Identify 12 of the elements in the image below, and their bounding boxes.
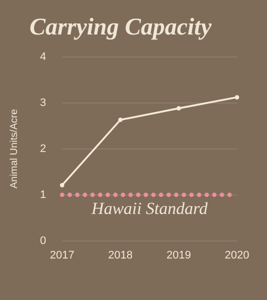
ref-line-label: Hawaii Standard — [90, 198, 208, 218]
x-tick-label: 2020 — [224, 249, 250, 262]
y-tick-label: 3 — [40, 96, 46, 109]
x-tick-label: 2017 — [50, 249, 74, 262]
x-tick-label: 2018 — [108, 249, 133, 262]
y-tick-label: 2 — [40, 142, 46, 155]
y-tick-label: 1 — [40, 188, 46, 201]
chart-title: Carrying Capacity — [29, 14, 212, 41]
y-axis-title: Animal Units/Acre — [8, 108, 20, 189]
y-tick-label: 4 — [40, 50, 46, 63]
y-tick-label: 0 — [40, 234, 46, 247]
x-tick-label: 2019 — [166, 249, 191, 262]
